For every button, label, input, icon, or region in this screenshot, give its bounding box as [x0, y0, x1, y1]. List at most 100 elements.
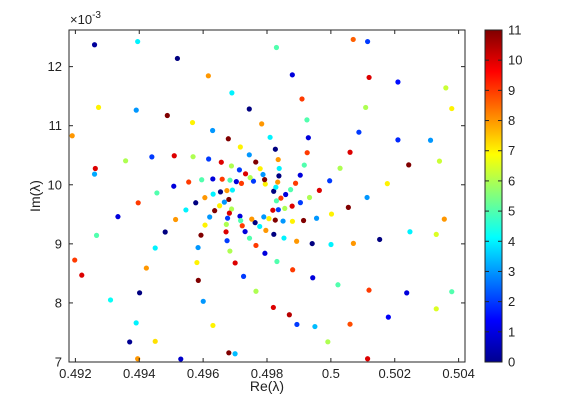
scatter-point — [253, 159, 259, 165]
scatter-point — [377, 236, 383, 243]
scatter-point — [152, 338, 158, 344]
scatter-point — [195, 277, 201, 283]
scatter-point — [149, 154, 155, 160]
scatter-point — [335, 282, 341, 288]
scatter-point — [72, 257, 78, 263]
scatter-point — [225, 136, 231, 142]
scatter-point — [300, 217, 307, 224]
scatter-point — [347, 321, 353, 327]
scatter-point — [136, 290, 143, 296]
scatter-point — [154, 190, 160, 196]
scatter-point — [107, 297, 114, 303]
scatter-point — [406, 162, 412, 168]
y-tick-label: 12 — [48, 59, 62, 74]
x-tick-label: 0.498 — [251, 366, 284, 381]
scatter-point — [364, 194, 370, 201]
scatter-point — [202, 222, 208, 228]
scatter-point — [441, 216, 447, 222]
scatter-point — [186, 179, 192, 185]
x-tick-label: 0.504 — [442, 366, 475, 381]
scatter-point — [299, 96, 305, 102]
scatter-point — [224, 215, 231, 221]
scatter-point — [262, 181, 268, 187]
scatter-point — [238, 218, 244, 224]
scatter-point — [183, 207, 189, 213]
colorbar-tick-label: 6 — [508, 173, 515, 188]
scatter-point — [190, 154, 196, 160]
scatter-point — [224, 187, 230, 194]
scatter-point — [123, 158, 129, 164]
scatter-point — [385, 314, 391, 320]
scatter-point — [127, 339, 133, 345]
colorbar-tick-label: 10 — [508, 53, 522, 68]
scatter-point — [364, 356, 371, 362]
scatter-point — [313, 215, 320, 221]
scatter-point — [223, 229, 229, 235]
scatter-point — [274, 258, 280, 265]
scatter-point — [206, 156, 212, 162]
scatter-point — [261, 214, 267, 220]
scatter-point — [92, 165, 98, 172]
scatter-point — [233, 179, 239, 185]
scatter-point — [356, 129, 362, 135]
scatter-point — [395, 137, 401, 143]
scatter-point — [232, 351, 238, 357]
scatter-point — [210, 127, 216, 134]
scatter-point — [289, 72, 295, 78]
x-axis-label: Re(λ) — [250, 378, 284, 394]
scatter-point — [178, 356, 184, 362]
scatter-point — [247, 175, 253, 181]
scatter-point — [162, 229, 168, 235]
scatter-point — [325, 339, 331, 345]
scatter-point — [266, 216, 272, 222]
x-tick-label: 0.502 — [378, 366, 411, 381]
colorbar-tick-label: 5 — [508, 204, 515, 219]
scatter-point — [239, 223, 245, 229]
scatter-point — [427, 137, 434, 143]
scatter-point — [384, 181, 390, 187]
colorbar-tick-label: 8 — [508, 113, 515, 128]
scatter-point — [79, 272, 85, 278]
scatter-point — [288, 187, 294, 193]
scatter-point — [350, 240, 356, 246]
scatter-point — [270, 207, 276, 213]
scatter-point — [174, 55, 181, 62]
colorbar-tick-label: 0 — [508, 355, 515, 370]
scatter-point — [171, 183, 177, 189]
scatter-point — [133, 107, 139, 113]
scatter-point — [194, 259, 200, 266]
colorbar-tick-label: 11 — [508, 23, 522, 38]
x-axis-ticks: 0.492 0.494 0.496 0.498 0.5 0.502 0.504 — [59, 30, 475, 381]
scatter-point — [312, 323, 318, 330]
scatter-point — [152, 245, 158, 251]
scatter-point — [237, 144, 243, 150]
scatter-point — [345, 204, 351, 210]
scatter-point — [273, 184, 279, 190]
y-tick-label: 8 — [55, 295, 62, 310]
scatter-point — [135, 38, 141, 45]
scatter-point — [297, 172, 303, 178]
scatter-point — [366, 74, 372, 81]
scatter-point — [289, 218, 296, 224]
scatter-point — [286, 312, 292, 318]
scatter-point — [236, 167, 243, 173]
scatter-point — [210, 322, 216, 329]
scatter-point — [172, 216, 179, 223]
scatter-point — [221, 199, 227, 205]
scatter-point — [328, 211, 335, 217]
scatter-point — [283, 191, 289, 198]
scatter-point — [271, 231, 277, 237]
scatter-point — [280, 218, 286, 224]
scatter-point — [195, 244, 201, 251]
colorbar-tick-label: 9 — [508, 83, 515, 98]
scatter-point — [227, 177, 233, 183]
colorbar-tick-label: 1 — [508, 324, 515, 339]
scatter-point — [115, 214, 121, 220]
colorbar-ticks: 0 1 2 3 4 5 6 7 8 9 10 11 — [485, 23, 522, 370]
scatter-point — [350, 36, 356, 43]
colorbar-tick-label: 3 — [508, 264, 515, 279]
x-tick-label: 0.494 — [123, 366, 156, 381]
scatter-point — [289, 203, 295, 209]
scatter-point — [272, 217, 278, 223]
